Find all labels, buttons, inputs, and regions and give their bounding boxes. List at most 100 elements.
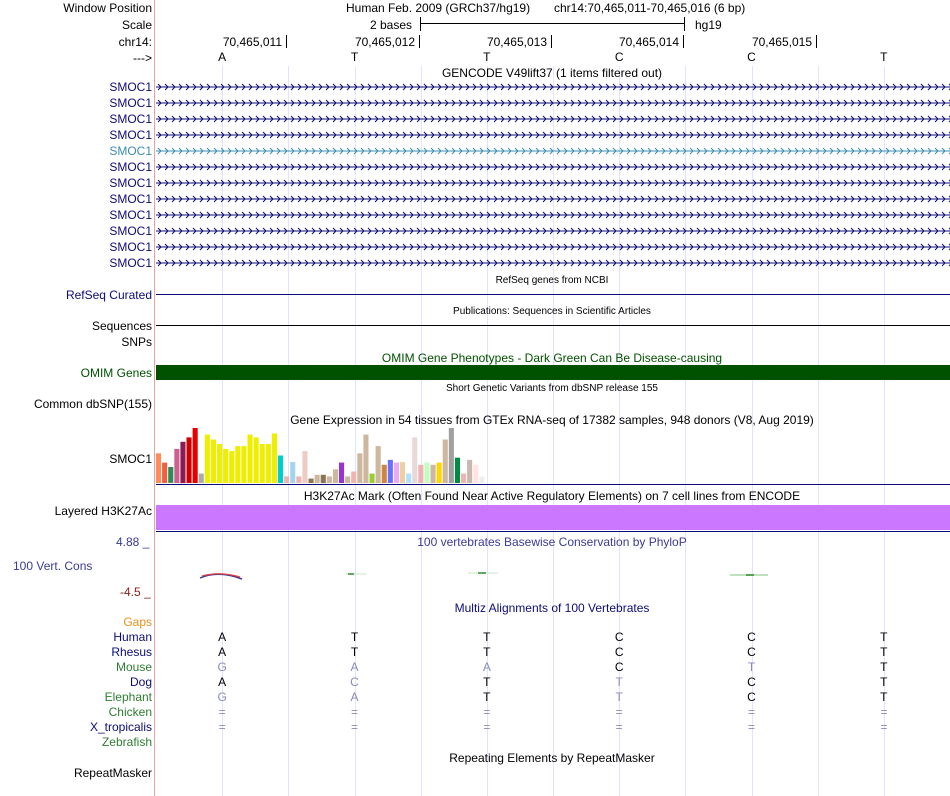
refseq-track-title[interactable]: RefSeq genes from NCBI (495, 275, 609, 286)
gencode-gene-label[interactable]: SMOC1 (109, 144, 152, 158)
gencode-gene-label[interactable]: SMOC1 (109, 160, 152, 174)
repeatmasker-track-label[interactable]: RepeatMasker (73, 766, 152, 780)
gtex-track-label[interactable]: SMOC1 (109, 452, 152, 466)
multiz-species-label[interactable]: Dog (129, 675, 152, 689)
alignment-base: = (350, 705, 358, 719)
gtex-tissue-bar (473, 464, 479, 483)
gtex-tissue-bar (326, 476, 332, 483)
gencode-gene-label[interactable]: SMOC1 (109, 128, 152, 142)
omim-track-title[interactable]: OMIM Gene Phenotypes - Dark Green Can Be… (381, 351, 723, 365)
gencode-gene-label[interactable]: SMOC1 (109, 96, 152, 110)
gencode-track-title[interactable]: GENCODE V49lift37 (1 items filtered out) (441, 66, 663, 80)
multiz-species-label[interactable]: Elephant (104, 690, 152, 704)
dbsnp-track-title[interactable]: Short Genetic Variants from dbSNP releas… (446, 383, 658, 394)
publications-track-title[interactable]: Publications: Sequences in Scientific Ar… (453, 306, 651, 317)
multiz-species-label[interactable]: Chicken (108, 705, 152, 719)
strand-direction-label: ---> (133, 51, 152, 65)
multiz-species-label[interactable]: X_tropicalis (89, 720, 152, 734)
phylop-conservation-plot[interactable] (156, 560, 950, 590)
gencode-gene-label[interactable]: SMOC1 (109, 240, 152, 254)
gtex-tissue-bar (351, 471, 357, 483)
gencode-gene-label[interactable]: SMOC1 (109, 224, 152, 238)
alignment-base: = (880, 720, 888, 734)
gtex-tissue-bar (424, 462, 430, 483)
h3k27ac-track-title[interactable]: H3K27Ac Mark (Often Found Near Active Re… (303, 489, 801, 503)
alignment-base: C (747, 675, 756, 689)
grid-line (818, 66, 819, 796)
gtex-tissue-bar (162, 462, 168, 483)
gtex-tissue-bar (436, 462, 442, 483)
multiz-species-label[interactable]: Mouse (115, 660, 152, 674)
gtex-tissue-bar (479, 476, 485, 483)
gencode-strand-arrows (157, 227, 950, 235)
label-gutter-divider (154, 0, 155, 796)
alignment-base: T (615, 690, 623, 704)
reference-base: T (483, 50, 491, 64)
gencode-strand-arrows (157, 131, 950, 139)
alignment-base: T (483, 675, 491, 689)
multiz-track-title[interactable]: Multiz Alignments of 100 Vertebrates (454, 601, 650, 615)
gencode-strand-arrows (157, 211, 950, 219)
gtex-tissue-bar (369, 473, 375, 483)
window-position-text[interactable]: chr14:70,465,011-70,465,016 (6 bp) (554, 1, 746, 15)
genome-assembly-text[interactable]: Human Feb. 2009 (GRCh37/hg19) (346, 1, 531, 15)
gtex-tissue-bar (223, 448, 229, 483)
scale-bar-left-tick (420, 17, 421, 31)
alignment-base: T (483, 690, 491, 704)
h3k27ac-track-label[interactable]: Layered H3K27Ac (54, 504, 152, 518)
gtex-tissue-bar (412, 437, 418, 483)
alignment-base: T (615, 675, 623, 689)
alignment-base: T (747, 660, 756, 674)
gtex-expression-chart[interactable] (156, 428, 556, 484)
gtex-tissue-bar (461, 473, 467, 483)
gencode-gene-label[interactable]: SMOC1 (109, 176, 152, 190)
gencode-transcripts[interactable] (156, 80, 950, 272)
alignment-base: G (217, 660, 227, 674)
refseq-track-label[interactable]: RefSeq Curated (65, 288, 152, 302)
dbsnp-track-label[interactable]: Common dbSNP(155) (33, 397, 152, 411)
grid-line (288, 66, 289, 796)
publications-sequence-line[interactable] (156, 325, 950, 326)
gencode-gene-label[interactable]: SMOC1 (109, 80, 152, 94)
gtex-tissue-bar (235, 446, 241, 483)
gencode-gene-label[interactable]: SMOC1 (109, 256, 152, 270)
alignment-base: C (747, 630, 756, 644)
phylop-track-label[interactable]: 100 Vert. Cons (13, 559, 93, 573)
coordinate-label: 70,465,013 (486, 35, 547, 49)
gencode-strand-arrows (157, 195, 950, 203)
grid-line (884, 66, 885, 796)
grid-line (487, 66, 488, 796)
gencode-strand-arrows (157, 147, 950, 155)
gencode-gene-label[interactable]: SMOC1 (109, 112, 152, 126)
alignment-base: A (350, 690, 359, 704)
gtex-tissue-bar (393, 462, 399, 483)
alignment-base: T (483, 645, 491, 659)
h3k27ac-signal-band[interactable] (156, 505, 950, 530)
repeatmasker-track-title[interactable]: Repeating Elements by RepeatMasker (449, 751, 655, 765)
phylop-track-title[interactable]: 100 vertebrates Basewise Conservation by… (417, 535, 687, 549)
multiz-species-label[interactable]: Zebrafish (101, 735, 152, 749)
alignment-base: = (615, 720, 623, 734)
gtex-tissue-bar (400, 462, 406, 483)
alignment-base: T (880, 645, 888, 659)
refseq-gene-line[interactable] (156, 294, 950, 295)
publications-track-label[interactable]: Sequences (91, 319, 152, 333)
grid-line (685, 66, 686, 796)
alignment-base: A (350, 660, 359, 674)
grid-line (355, 66, 356, 796)
alignment-base: T (880, 675, 888, 689)
alignment-base: A (218, 675, 227, 689)
gtex-tissue-bar (387, 459, 393, 483)
reference-base: T (350, 50, 359, 64)
gencode-gene-label[interactable]: SMOC1 (109, 208, 152, 222)
gtex-tissue-bar (357, 453, 363, 483)
gtex-tissue-bar (204, 434, 210, 483)
multiz-species-label[interactable]: Rhesus (111, 645, 152, 659)
gtex-track-title[interactable]: Gene Expression in 54 tissues from GTEx … (290, 413, 814, 427)
alignment-base: T (880, 690, 888, 704)
grid-line (421, 66, 422, 796)
omim-track-label[interactable]: OMIM Genes (80, 366, 152, 380)
gencode-gene-label[interactable]: SMOC1 (109, 192, 152, 206)
multiz-species-label[interactable]: Human (113, 630, 152, 644)
omim-phenotype-bar[interactable] (156, 365, 950, 380)
